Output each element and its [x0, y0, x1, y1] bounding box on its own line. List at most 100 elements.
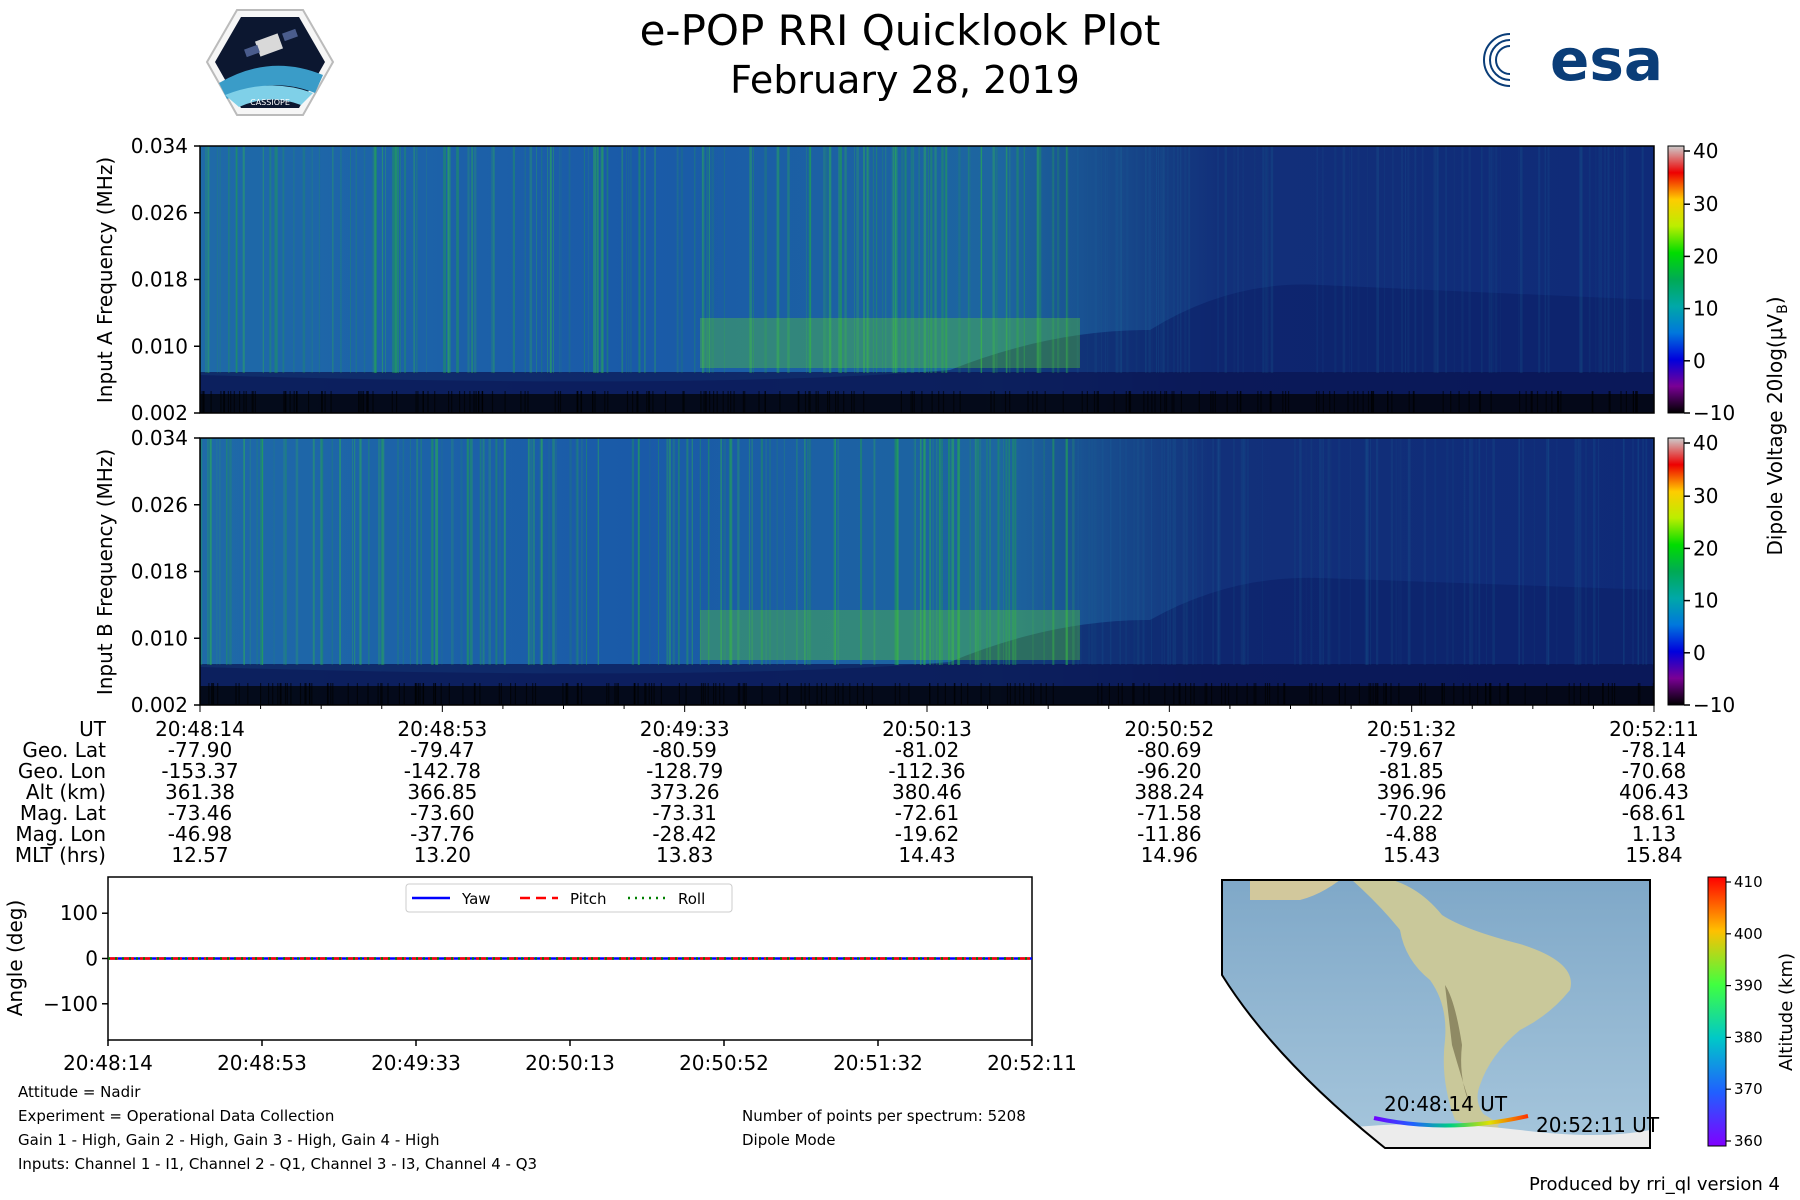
spectrogram-streak — [352, 438, 353, 665]
spectrogram-floor-streak — [362, 391, 365, 413]
spectrogram-floor-streak — [1269, 391, 1271, 413]
spectrogram-streak — [1607, 146, 1610, 373]
spectrogram-floor-streak — [989, 683, 991, 705]
spectrogram-floor-streak — [808, 683, 810, 705]
ephemeris-row-label: UT — [79, 717, 107, 741]
spectrogram-streak — [1133, 438, 1136, 665]
spectrogram-floor-streak — [243, 391, 245, 413]
spectrogram-streak — [503, 438, 506, 665]
spectrogram-streak — [1233, 438, 1235, 665]
spectrogram-streak — [1224, 146, 1226, 373]
spectrogram-floor-streak — [514, 683, 516, 705]
spectrogram-streak — [1161, 438, 1163, 665]
spectrogram-streak — [1261, 438, 1263, 665]
spectrogram-floor-streak — [469, 391, 471, 413]
spectrogram-floor-streak — [1519, 391, 1521, 413]
spectrogram-streak — [1581, 146, 1583, 373]
spectrogram-floor-streak — [1125, 391, 1127, 413]
spectrogram-floor-streak — [359, 391, 361, 413]
spectrogram-floor-streak — [1164, 391, 1166, 413]
spectrogram-streak — [397, 146, 399, 373]
spectrogram-streak — [626, 146, 627, 373]
spectrogram-streak — [249, 438, 251, 665]
spectrogram-floor-streak — [1260, 391, 1262, 413]
spectrogram-floor-streak — [289, 391, 291, 413]
spectrogram-floor-streak — [1358, 683, 1360, 705]
spectrogram-streak — [904, 146, 907, 373]
spectrogram-streak — [1150, 438, 1153, 665]
ephemeris-cell: -46.98 — [168, 822, 232, 846]
spectrogram-streak — [378, 438, 381, 665]
spectrogram-streak — [1486, 438, 1487, 665]
page-title: e-POP RRI Quicklook Plot — [639, 6, 1161, 55]
spectrogram-streak — [629, 146, 632, 373]
spectrogram-streak — [601, 146, 603, 373]
spectrogram-floor-streak — [1398, 683, 1400, 705]
spectrogram-floor-streak — [1009, 391, 1011, 413]
spectrogram-streak — [1533, 438, 1535, 665]
spectrogram-streak — [941, 438, 943, 665]
spectrogram-floor-streak — [1236, 683, 1238, 705]
spectrogram-floor-streak — [648, 391, 650, 413]
spectrogram-floor-streak — [808, 391, 810, 413]
spectrogram-streak — [1300, 438, 1303, 665]
spectrogram-streak — [1357, 146, 1360, 373]
spectrogram-streak — [1488, 146, 1490, 373]
spectrogram-streak — [1158, 146, 1159, 373]
spectrogram-floor-streak — [415, 683, 417, 705]
spectrogram-streak — [1593, 438, 1596, 665]
spectrogram-streak — [1266, 146, 1270, 373]
spectrogram-streak — [711, 146, 714, 373]
spectrogram-floor-streak — [366, 391, 368, 413]
spectrogram-streak — [216, 146, 218, 373]
spectrogram-streak — [447, 146, 450, 373]
spectrogram-streak — [1641, 146, 1644, 373]
spectrogram-streak — [854, 146, 855, 373]
spectrogram-floor-streak — [719, 683, 721, 705]
spectrogram-floor-streak — [559, 391, 562, 413]
spectrogram-streak — [293, 146, 295, 373]
spectrogram-floor-streak — [742, 391, 744, 413]
spectrogram-floor-streak — [220, 391, 222, 413]
spectrogram-streak — [649, 438, 651, 665]
spectrogram-floor-streak — [1228, 683, 1230, 705]
spectrogram-streak — [559, 146, 560, 373]
spectrogram-streak — [1342, 146, 1346, 373]
spectrogram-streak — [539, 438, 542, 665]
spectrogram-streak — [969, 438, 971, 665]
spectrogram-floor-streak — [913, 391, 915, 413]
spectrogram-streak — [1435, 146, 1439, 373]
spectrogram-streak — [225, 438, 229, 665]
y-tick-label: 0.010 — [131, 626, 188, 650]
ephemeris-cell: 373.26 — [650, 780, 720, 804]
spectrogram-streak — [1489, 146, 1493, 373]
spectrogram-floor-streak — [227, 391, 229, 413]
spectrogram-floor-streak — [1329, 391, 1331, 413]
colorbar-tick-label: −10 — [1693, 401, 1735, 425]
ephemeris-cell: -79.67 — [1379, 738, 1443, 762]
cassiope-logo: CASSIOPE — [205, 9, 335, 116]
spectrogram-floor-streak — [475, 391, 477, 413]
ephemeris-cell: -78.14 — [1622, 738, 1686, 762]
spectrogram-floor-streak — [451, 391, 453, 413]
spectrogram-floor-streak — [1193, 683, 1195, 705]
spectrogram-streak — [1005, 438, 1008, 665]
spectrogram-streak — [1376, 146, 1379, 373]
spectrogram-streak — [1578, 438, 1582, 665]
spectrogram-streak — [547, 146, 549, 373]
spectrogram-floor-streak — [715, 683, 717, 705]
spectrogram-floor-streak — [223, 391, 225, 413]
spectrogram-streak — [606, 146, 609, 373]
colorbar-b-scale — [1667, 437, 1685, 706]
spectrogram-streak — [927, 146, 929, 373]
spectrogram-floor-streak — [459, 391, 461, 413]
ephemeris-cell: -81.02 — [895, 738, 959, 762]
spectrogram-floor-streak — [230, 391, 232, 413]
spectrogram-streak — [402, 438, 405, 665]
spectrogram-streak — [1651, 438, 1654, 665]
spectrogram-floor-streak — [1128, 391, 1130, 413]
spectrogram-emission-band — [700, 318, 1080, 368]
spectrogram-streak — [686, 438, 688, 665]
spectrogram-streak — [229, 438, 232, 665]
spectrogram-streak — [776, 438, 778, 665]
